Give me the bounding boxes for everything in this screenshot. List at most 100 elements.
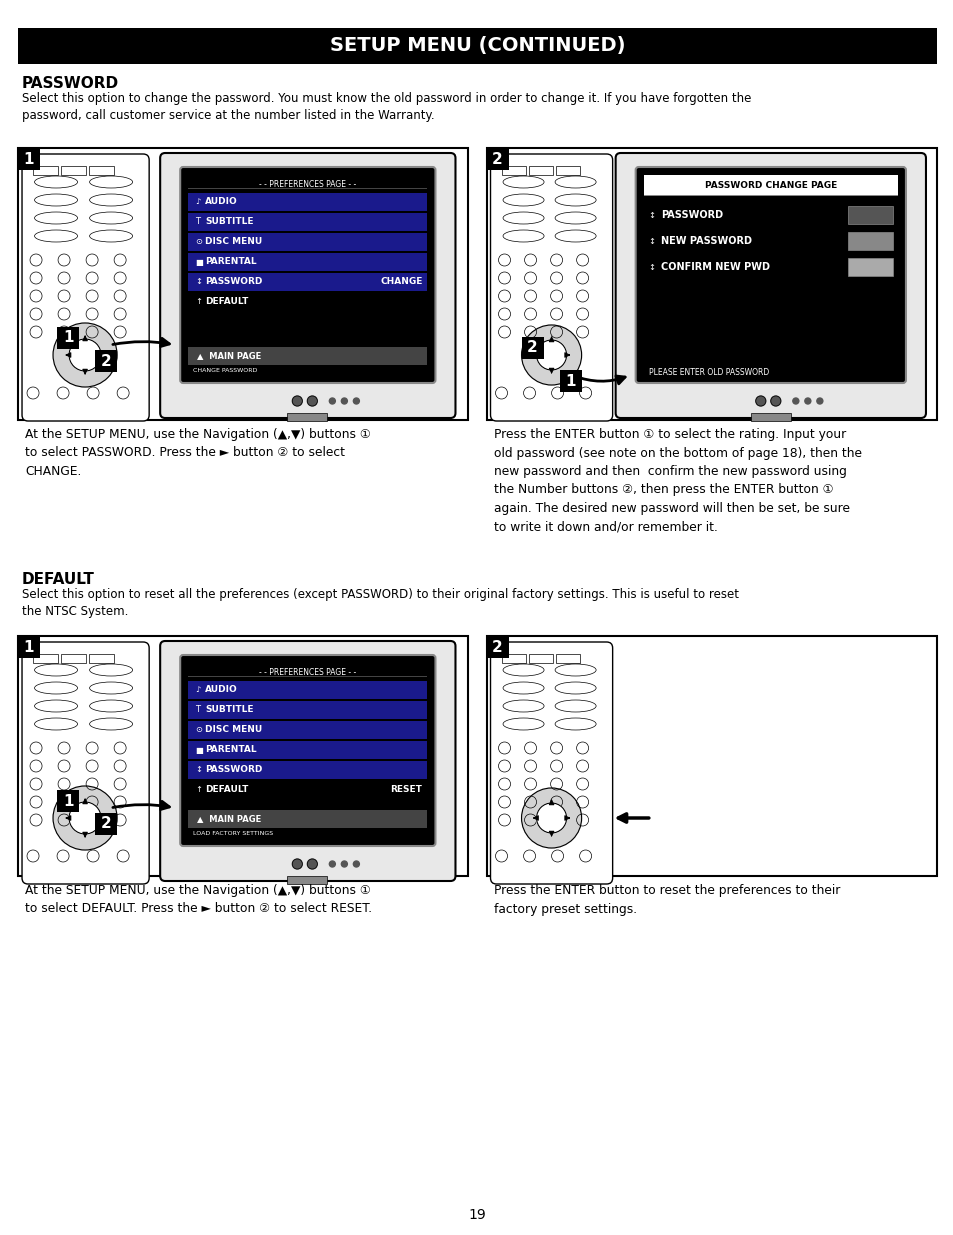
Circle shape [86,742,98,755]
Text: SUBTITLE: SUBTITLE [205,217,253,226]
Ellipse shape [555,700,596,713]
Text: 2: 2 [527,341,537,356]
Ellipse shape [502,177,543,188]
Text: PASSWORD: PASSWORD [22,77,119,91]
Circle shape [523,387,535,399]
FancyBboxPatch shape [490,154,612,421]
Circle shape [576,308,588,320]
Circle shape [87,387,99,399]
Text: PASSWORD: PASSWORD [660,210,722,220]
Circle shape [58,742,70,755]
Bar [188,233,427,251]
Circle shape [114,814,126,826]
Circle shape [58,797,70,808]
Circle shape [353,398,359,404]
Circle shape [292,860,302,869]
Circle shape [576,272,588,284]
Text: ↑: ↑ [195,785,202,794]
Bar [847,206,892,224]
Text: DISC MENU: DISC MENU [205,725,262,735]
Ellipse shape [502,718,543,730]
Ellipse shape [90,194,132,206]
Circle shape [353,861,359,867]
Circle shape [30,760,42,772]
Circle shape [86,254,98,266]
Bar [95,813,117,835]
Circle shape [86,290,98,303]
Text: Press the ENTER button ① to select the rating. Input your
old password (see note: Press the ENTER button ① to select the r… [493,429,861,534]
Bar [521,337,543,359]
Circle shape [58,760,70,772]
Text: RESET: RESET [390,785,422,794]
Ellipse shape [502,194,543,206]
Circle shape [341,861,347,867]
Circle shape [498,290,510,303]
Circle shape [58,308,70,320]
Bar [486,636,936,876]
Circle shape [498,326,510,338]
Text: ■: ■ [195,746,203,755]
Circle shape [521,325,581,385]
Ellipse shape [90,664,132,676]
Text: DEFAULT: DEFAULT [205,298,249,306]
Circle shape [114,797,126,808]
Bar [18,148,468,420]
Ellipse shape [34,664,77,676]
FancyBboxPatch shape [160,641,455,881]
Circle shape [87,850,99,862]
Circle shape [58,272,70,284]
Bar [501,165,525,175]
Bar [95,350,117,372]
Bar [89,655,114,663]
Ellipse shape [34,230,77,242]
Circle shape [536,340,566,370]
Ellipse shape [34,682,77,694]
Bar [188,347,427,366]
Circle shape [524,797,536,808]
Circle shape [576,742,588,755]
Bar [188,212,427,231]
Circle shape [498,742,510,755]
Bar [89,165,114,175]
Circle shape [30,308,42,320]
Text: PASSWORD: PASSWORD [205,278,262,287]
Ellipse shape [555,212,596,224]
Circle shape [524,290,536,303]
Text: Press the ENTER button to reset the preferences to their
factory preset settings: Press the ENTER button to reset the pref… [493,884,839,915]
Text: 1: 1 [24,640,34,655]
FancyBboxPatch shape [635,167,905,383]
Circle shape [30,797,42,808]
Bar [188,273,427,291]
Circle shape [524,760,536,772]
Text: 2: 2 [101,816,112,831]
Circle shape [576,760,588,772]
Bar [847,232,892,249]
Bar [57,790,79,811]
Ellipse shape [34,212,77,224]
Text: PLEASE ENTER OLD PASSWORD: PLEASE ENTER OLD PASSWORD [648,368,768,377]
Bar [61,655,86,663]
Circle shape [523,850,535,862]
Text: ↑: ↑ [195,298,202,306]
Text: 2: 2 [101,353,112,368]
Circle shape [57,850,69,862]
Circle shape [86,326,98,338]
Bar [33,655,58,663]
Text: ↕: ↕ [648,263,655,272]
Circle shape [114,778,126,790]
Ellipse shape [502,230,543,242]
Circle shape [524,272,536,284]
Circle shape [58,290,70,303]
Text: Select this option to change the password. You must know the old password in ord: Select this option to change the passwor… [22,91,751,122]
Text: ■: ■ [195,258,203,267]
Circle shape [86,272,98,284]
Text: ↕: ↕ [648,210,655,220]
Circle shape [30,742,42,755]
Circle shape [524,308,536,320]
Circle shape [57,387,69,399]
FancyBboxPatch shape [22,154,149,421]
Bar [61,165,86,175]
Circle shape [550,797,562,808]
Circle shape [86,760,98,772]
Circle shape [524,778,536,790]
